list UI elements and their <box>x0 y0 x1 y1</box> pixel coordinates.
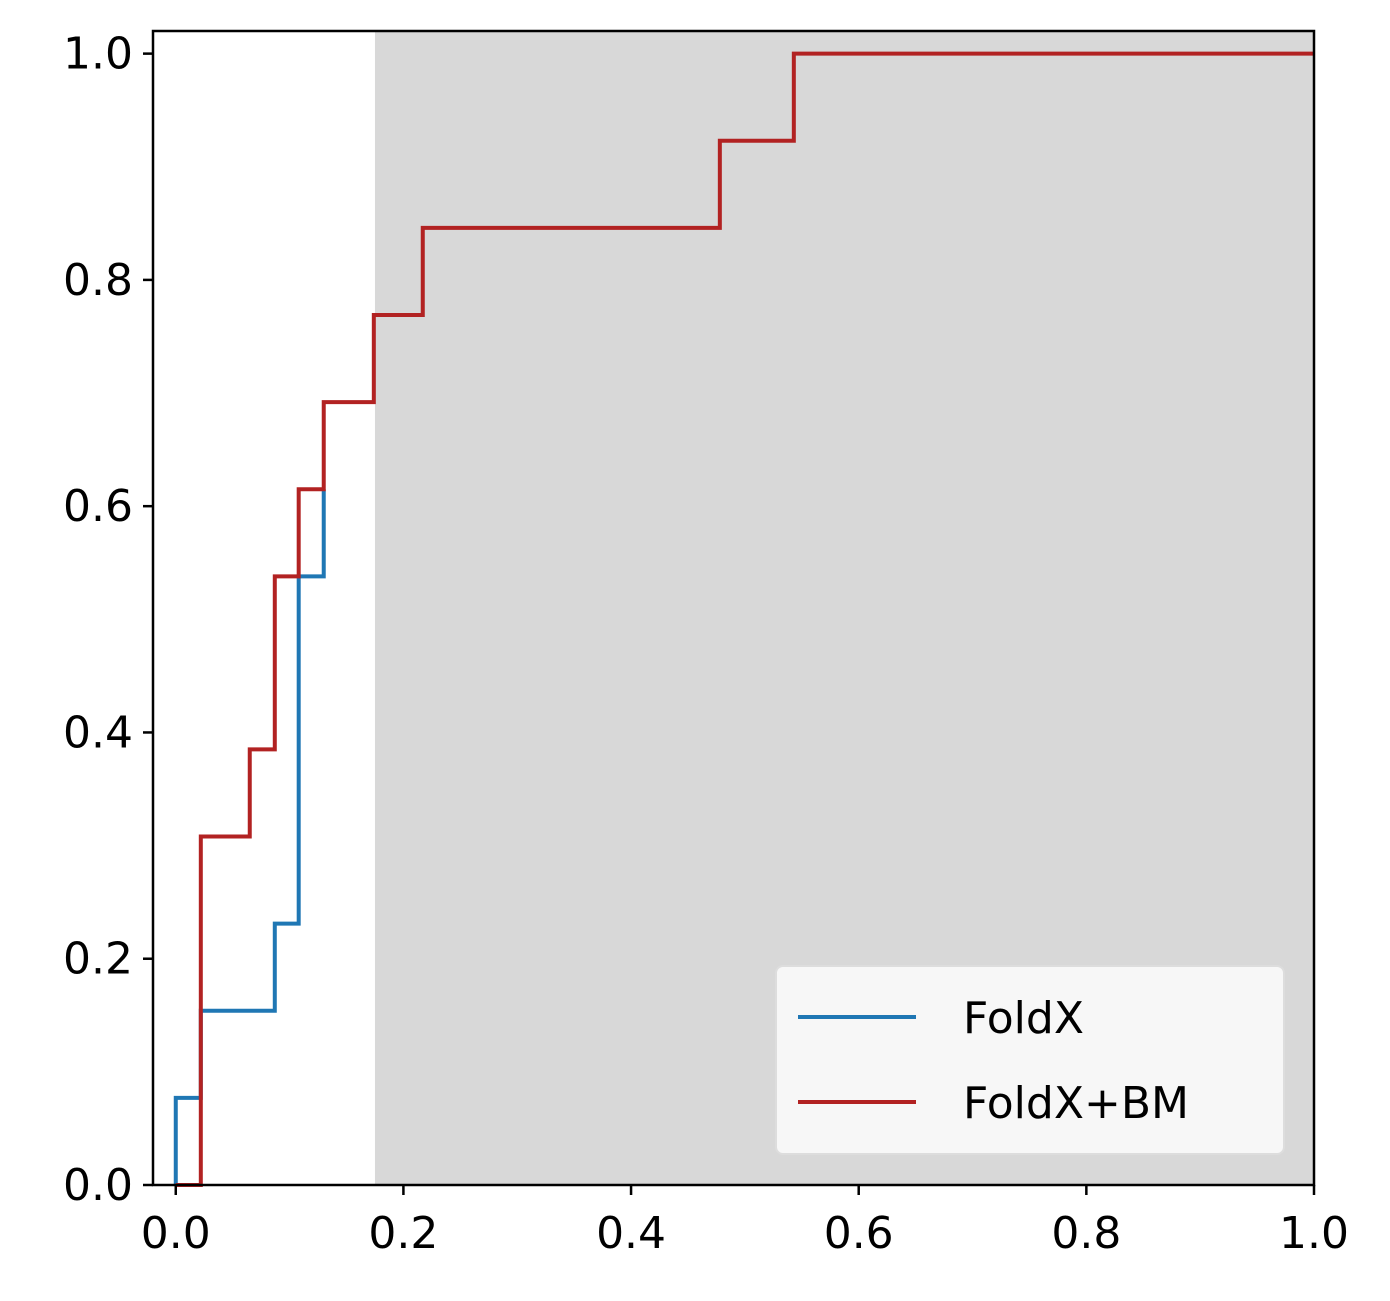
x-tick-label: 0.2 <box>368 1208 438 1259</box>
y-tick-label: 0.0 <box>63 1160 133 1211</box>
y-tick-label: 0.8 <box>63 255 133 306</box>
legend: FoldX FoldX+BM <box>775 965 1285 1155</box>
y-axis: 0.0 0.2 0.4 0.6 0.8 1.0 <box>63 29 153 1211</box>
y-tick-label: 0.4 <box>63 707 133 758</box>
legend-label: FoldX+BM <box>963 1078 1189 1129</box>
x-tick-label: 0.4 <box>596 1208 666 1259</box>
plot-frame <box>151 29 1316 1187</box>
y-tick-label: 0.2 <box>63 934 133 985</box>
x-tick-label: 1.0 <box>1279 1208 1349 1259</box>
series-line-foldx <box>173 489 326 1185</box>
series-line-foldx-bm <box>175 51 1314 1187</box>
y-tick-label: 1.0 <box>63 29 133 80</box>
x-tick-label: 0.8 <box>1051 1208 1121 1259</box>
x-axis: 0.0 0.2 0.4 0.6 0.8 1.0 <box>141 1185 1349 1259</box>
legend-label: FoldX <box>963 993 1084 1044</box>
series-layer <box>173 51 1314 1187</box>
x-tick-label: 0.6 <box>824 1208 894 1259</box>
y-tick-label: 0.6 <box>63 481 133 532</box>
x-tick-label: 0.0 <box>141 1208 211 1259</box>
legend-box <box>775 965 1285 1155</box>
